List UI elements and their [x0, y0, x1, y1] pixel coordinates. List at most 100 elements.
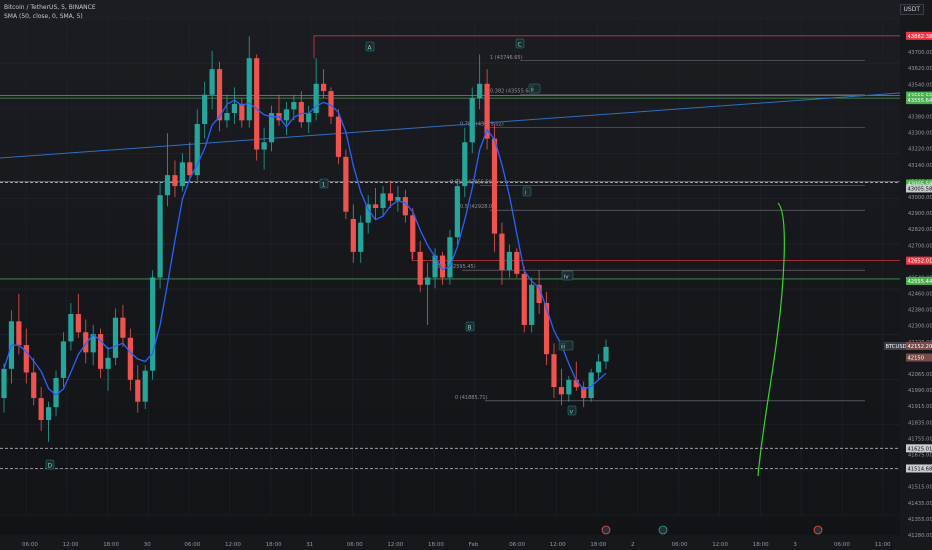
candle-body: [38, 398, 44, 420]
candle-body: [514, 251, 520, 274]
sma-indicator-label: SMA (50, close, 0, SMA, 5): [4, 13, 83, 20]
wave-label-box: [561, 270, 574, 281]
candle-body: [135, 379, 141, 402]
candle-body: [432, 255, 438, 278]
candle-body: [164, 175, 171, 196]
price-tag-box: [906, 353, 932, 362]
wave-label: iii: [561, 344, 566, 351]
wave-label: ii: [531, 87, 535, 94]
candle-body: [53, 377, 59, 408]
candle-body: [350, 218, 356, 252]
candle-body: [603, 346, 609, 362]
candle-body: [454, 186, 460, 238]
y-axis-tick: 41915.00: [908, 404, 932, 410]
candle-body: [209, 69, 215, 95]
candle-body: [239, 103, 245, 121]
candle-body: [477, 83, 483, 99]
event-marker-icon: [658, 525, 668, 535]
candle-body: [313, 83, 319, 114]
wave-label-box: [45, 459, 55, 470]
x-axis-tick: 2: [631, 542, 635, 548]
price-tag-label: 42152.20: [908, 344, 932, 350]
currency-badge[interactable]: USDT: [899, 4, 924, 15]
y-axis-tick: 43540.00: [908, 82, 932, 88]
candle-body: [283, 109, 290, 121]
y-axis-tick: 41990.00: [908, 388, 932, 394]
candle-body: [224, 113, 230, 121]
candle-body: [365, 204, 371, 223]
y-axis-tick: 42700.00: [908, 243, 932, 249]
candle-body: [105, 357, 111, 369]
x-axis-tick: 12:00: [387, 542, 403, 548]
price-tag-label: 42652.01: [908, 259, 932, 265]
candle-body: [112, 317, 119, 358]
y-axis-tick: 42380.00: [908, 308, 932, 314]
candle-body: [60, 341, 67, 378]
x-axis-tick: 06:00: [22, 542, 38, 548]
candle-body: [268, 113, 275, 143]
candle-body: [90, 334, 96, 353]
price-tag-label: 41625.01: [908, 446, 932, 452]
wave-label-box: [567, 405, 577, 416]
candle-body: [484, 83, 490, 139]
price-tag-box: [906, 96, 932, 105]
candle-body: [491, 138, 498, 234]
candle-body: [1, 368, 7, 399]
y-axis-tick: 42820.00: [908, 227, 932, 233]
sma-line: [3, 99, 607, 396]
candle-body: [462, 142, 468, 187]
candle-body: [439, 255, 446, 278]
y-axis-tick: 43700.00: [908, 50, 932, 56]
x-axis-tick: 12:00: [712, 542, 728, 548]
price-tag-box: [906, 464, 932, 473]
candle-body: [83, 332, 89, 353]
candle-body: [231, 103, 237, 114]
y-axis-tick: 43000.00: [908, 195, 932, 201]
y-axis-tick: 42300.00: [908, 324, 932, 330]
candle-body: [506, 251, 512, 271]
fib-level-label: 0.618 (43056.50): [450, 180, 494, 186]
candle-body: [254, 58, 260, 150]
y-axis-tick: 41515.00: [908, 485, 932, 491]
candle-body: [551, 354, 557, 388]
chart-legend: Bitcoin / TetherUS, 5, BINANCE SMA (50, …: [4, 3, 96, 21]
symbol-title: Bitcoin / TetherUS, 5, BINANCE: [4, 4, 96, 11]
candle-body: [343, 156, 349, 212]
x-axis-tick: 12:00: [225, 542, 241, 548]
candle-body: [588, 372, 594, 399]
price-tag-box: [906, 91, 932, 100]
x-axis-tick: 06:00: [834, 542, 850, 548]
candle-body: [16, 321, 22, 346]
price-tag-label: BTCUSDT: [886, 344, 911, 350]
projection-curve: [757, 202, 785, 477]
candle-body: [335, 116, 342, 157]
candle-body: [595, 361, 602, 373]
y-axis-tick: 42900.00: [908, 211, 932, 217]
candle-body: [402, 197, 408, 216]
x-axis-tick: 3: [793, 542, 797, 548]
price-tag-box: [906, 341, 932, 350]
wave-label-box: [522, 186, 532, 197]
candle-body: [157, 195, 163, 278]
y-axis-tick: 42460.00: [908, 292, 932, 298]
candle-body: [543, 303, 550, 355]
price-tag-box: [906, 184, 932, 193]
wave-label-box: [528, 83, 541, 94]
candle-body: [291, 102, 297, 110]
wave-label: iv: [564, 274, 570, 281]
price-tag-label: 42555.44: [908, 279, 932, 285]
candle-body: [142, 370, 148, 402]
y-axis-tick: 41755.00: [908, 436, 932, 442]
candle-body: [320, 83, 327, 92]
candle-body: [573, 379, 579, 388]
candle-body: [417, 251, 423, 285]
x-axis-tick: 12:00: [63, 542, 79, 548]
event-marker-icon: [813, 525, 823, 535]
trend-line: [0, 92, 901, 159]
wave-label: v: [570, 409, 574, 416]
candle-body: [31, 372, 37, 399]
wave-label-box: [319, 178, 329, 189]
wave-label: B: [468, 325, 472, 332]
x-axis-tick: 18:00: [590, 542, 606, 548]
